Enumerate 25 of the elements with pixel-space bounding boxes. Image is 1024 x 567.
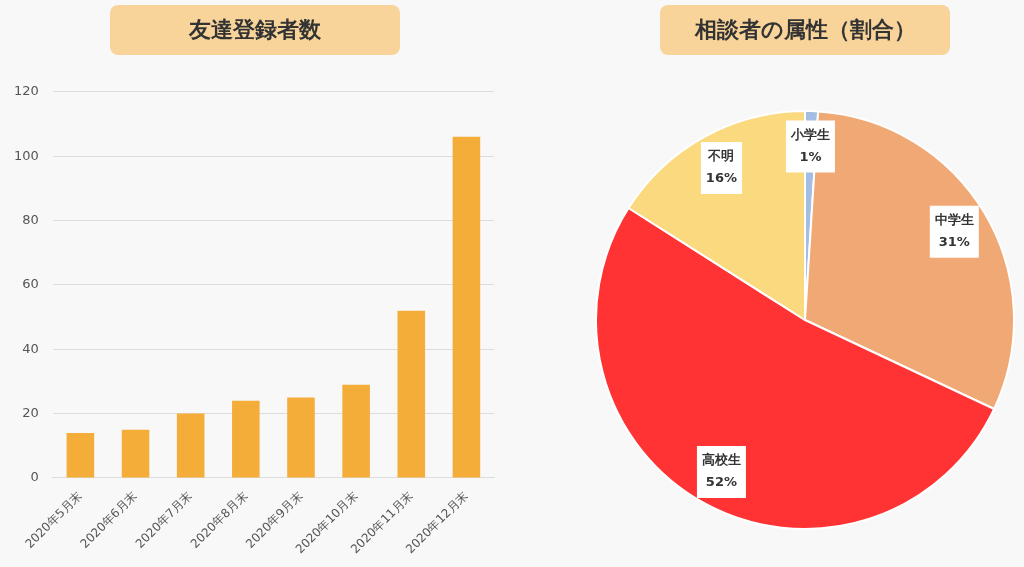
data-label: 52% xyxy=(705,474,737,490)
data-label: 1% xyxy=(799,148,822,164)
chart-title: 相談者の属性（割合） xyxy=(660,5,950,55)
bar xyxy=(66,432,95,478)
y-tick-label: 0 xyxy=(30,469,39,485)
y-tick-label: 60 xyxy=(22,276,39,292)
bar xyxy=(287,397,315,478)
y-tick-label: 40 xyxy=(22,340,39,356)
y-tick-label: 20 xyxy=(22,404,39,420)
bar xyxy=(121,429,150,478)
slice-label: 高校生 xyxy=(701,452,741,468)
bar xyxy=(397,310,426,478)
data-label: 31% xyxy=(938,234,970,250)
y-tick-label: 100 xyxy=(13,147,39,163)
bar xyxy=(342,384,370,478)
bar xyxy=(232,400,260,478)
bar xyxy=(452,136,481,478)
y-tick-label: 120 xyxy=(13,83,39,99)
slice-label: 小学生 xyxy=(789,126,830,142)
bar xyxy=(176,413,205,478)
data-label: 16% xyxy=(705,170,737,186)
y-tick-label: 80 xyxy=(22,211,39,227)
slice-label: 不明 xyxy=(707,148,735,164)
slice-label: 中学生 xyxy=(934,212,974,228)
chart-title: 友達登録者数 xyxy=(110,5,400,55)
